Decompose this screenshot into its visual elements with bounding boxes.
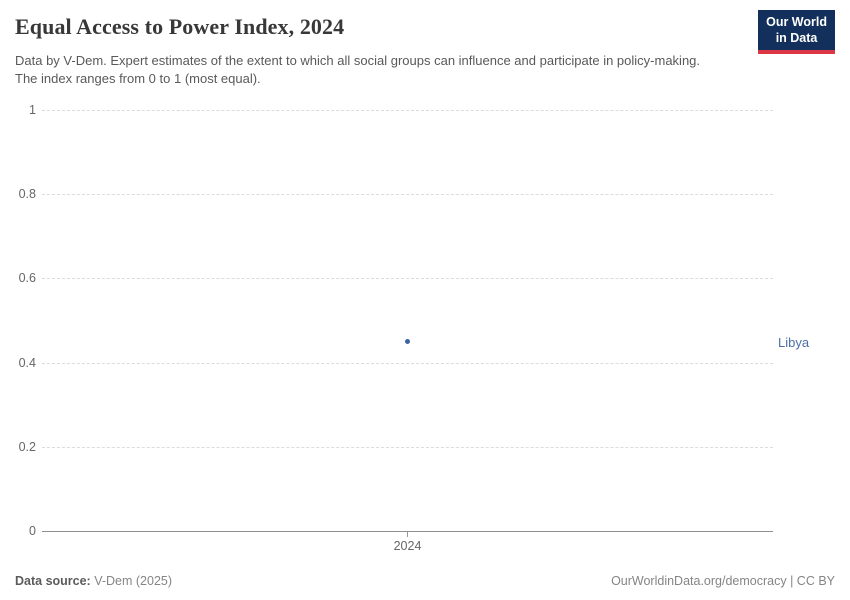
footer-link[interactable]: OurWorldinData.org/democracy | CC BY [611,574,835,588]
y-axis-tick-label: 1 [29,103,36,117]
data-source-value: V-Dem (2025) [94,574,173,588]
series-label-libya[interactable]: Libya [778,334,810,350]
owid-logo-line1: Our World [766,15,827,29]
chart-footer: Data source: V-Dem (2025) OurWorldinData… [15,574,835,588]
chart-subtitle: Data by V-Dem. Expert estimates of the e… [15,53,701,87]
data-point-libya[interactable] [405,339,410,345]
y-gridline [42,446,773,448]
data-source: Data source: V-Dem (2025) [15,574,172,588]
y-gridline [42,110,773,111]
owid-logo-line2: in Data [775,30,818,45]
owid-logo[interactable]: Our World in Data [758,10,835,55]
y-axis-tick-label: 0 [29,524,36,538]
y-axis-tick-label: 0.2 [18,439,36,454]
x-axis-tick-label: 2024 [393,539,422,553]
x-axis-line [42,531,773,532]
y-axis-tick-label: 0.6 [18,271,36,286]
y-axis-tick-label: 0.4 [18,355,36,370]
y-axis-tick-label: 0.8 [18,187,36,202]
y-gridline [42,278,773,280]
chart-title: Equal Access to Power Index, 2024 [15,14,345,39]
y-gridline [42,362,773,364]
x-axis-tick [407,532,408,537]
y-gridline [42,194,773,196]
data-source-label: Data source: [15,574,91,588]
